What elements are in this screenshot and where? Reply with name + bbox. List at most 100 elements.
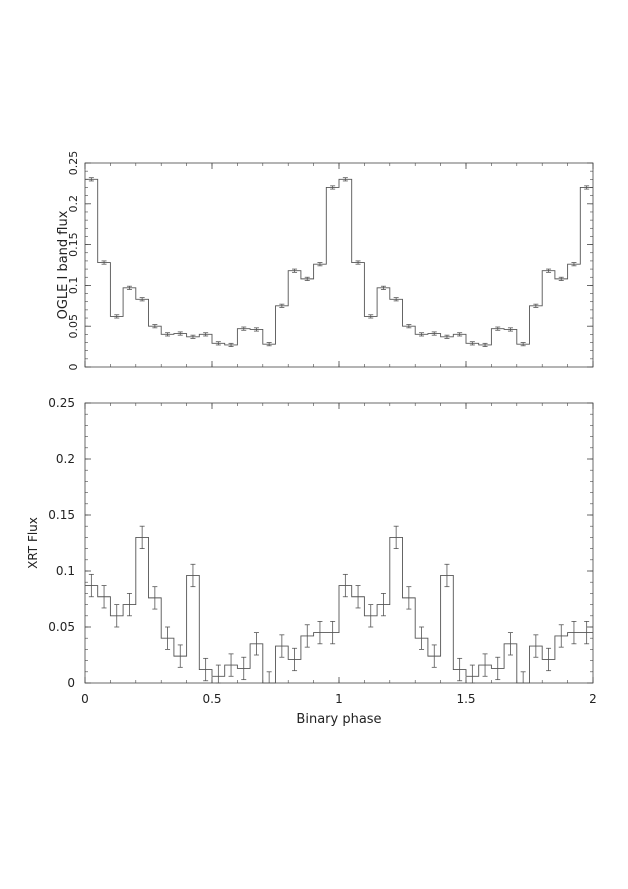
y-tick-label: 0.25 [48, 396, 75, 410]
data-point [495, 326, 501, 331]
y-tick-label: 0 [67, 364, 80, 371]
data-point [584, 621, 590, 645]
data-point [355, 585, 361, 609]
xrt-data-series [85, 525, 593, 684]
y-tick-label: 0.05 [48, 620, 75, 634]
data-point [317, 262, 323, 267]
y-tick-label: 0.1 [67, 277, 80, 295]
data-point [507, 632, 513, 656]
y-tick-label: 0.05 [67, 314, 80, 339]
step-line [85, 178, 593, 346]
y-tick-label: 0.15 [67, 232, 80, 257]
data-point [406, 324, 412, 329]
data-point [380, 285, 386, 290]
data-point [393, 297, 399, 302]
y-tick-label: 0 [67, 676, 75, 690]
data-point [482, 342, 488, 348]
data-point [139, 525, 145, 549]
data-point [419, 332, 425, 337]
data-point [457, 332, 463, 337]
data-point [520, 342, 526, 347]
x-axis-label: Binary phase [296, 712, 381, 727]
data-point [279, 303, 285, 308]
data-point [457, 657, 463, 682]
ogle-y-axis-label: OGLE I band flux [56, 210, 71, 319]
data-point [177, 331, 183, 336]
x-tick-label: 1 [335, 692, 343, 706]
data-point [406, 586, 412, 610]
x-tick-label: 0 [81, 692, 89, 706]
data-point [431, 331, 437, 336]
data-point [253, 327, 259, 332]
data-point [101, 260, 107, 265]
step-line [85, 536, 593, 684]
data-point [88, 573, 94, 598]
data-point [533, 634, 539, 658]
x-tick-label: 1.5 [456, 692, 475, 706]
data-point [165, 626, 171, 650]
data-point [342, 573, 348, 598]
data-point [114, 314, 120, 319]
data-point [380, 593, 386, 617]
data-point [584, 185, 590, 190]
data-point [292, 268, 298, 273]
data-point [355, 260, 361, 265]
y-tick-label: 0.1 [56, 564, 75, 578]
data-point [152, 324, 158, 329]
data-point [241, 656, 247, 681]
ogle-data-series [85, 177, 593, 348]
data-point [571, 262, 577, 267]
data-point [139, 297, 145, 302]
data-point [279, 634, 285, 658]
data-point [444, 563, 450, 588]
data-point [203, 332, 209, 337]
y-tick-label: 0.2 [56, 452, 75, 466]
data-point [342, 177, 348, 182]
data-point [469, 341, 475, 346]
xrt-ticks: 0 0.5 1 1.5 2 0 0.05 0.1 0.15 0.2 0.25 [48, 396, 597, 706]
data-point [228, 653, 234, 677]
data-point [546, 647, 552, 672]
data-point [88, 177, 94, 182]
data-point [431, 644, 437, 668]
data-point [228, 342, 234, 348]
xrt-plot-frame [84, 402, 594, 684]
ogle-ticks: 0 0.05 0.1 0.15 0.2 0.25 [67, 151, 594, 371]
data-point [304, 276, 310, 281]
data-point [558, 276, 564, 281]
y-tick-label: 0.2 [67, 195, 80, 213]
data-point [165, 332, 171, 337]
data-point [203, 657, 209, 682]
data-point [571, 621, 577, 645]
y-tick-label: 0.15 [48, 508, 75, 522]
data-point [152, 586, 158, 610]
data-point [533, 303, 539, 308]
data-point [444, 334, 450, 339]
data-point [393, 525, 399, 549]
data-point [190, 563, 196, 588]
xrt-panel: 0 0.5 1 1.5 2 0 0.05 0.1 0.15 0.2 0.25 XRT Flux Bi… [26, 396, 597, 727]
data-point [253, 632, 259, 656]
y-tick-label: 0.25 [67, 151, 80, 176]
xrt-y-axis-label: XRT Flux [26, 517, 40, 569]
data-point [330, 185, 336, 190]
ogle-panel: 0 0.05 0.1 0.15 0.2 0.25 OGLE I band flux [56, 151, 594, 371]
data-point [419, 626, 425, 650]
data-point [507, 327, 513, 332]
data-point [266, 342, 272, 347]
data-point [558, 624, 564, 648]
data-point [114, 604, 120, 628]
data-point [241, 326, 247, 331]
data-point [317, 621, 323, 645]
x-tick-label: 2 [589, 692, 597, 706]
data-point [330, 621, 336, 645]
x-tick-label: 0.5 [202, 692, 221, 706]
data-point [482, 653, 488, 677]
data-point [215, 664, 221, 684]
data-point [520, 671, 526, 684]
data-point [469, 664, 475, 684]
data-point [368, 604, 374, 628]
data-point [177, 644, 183, 668]
data-point [292, 647, 298, 672]
